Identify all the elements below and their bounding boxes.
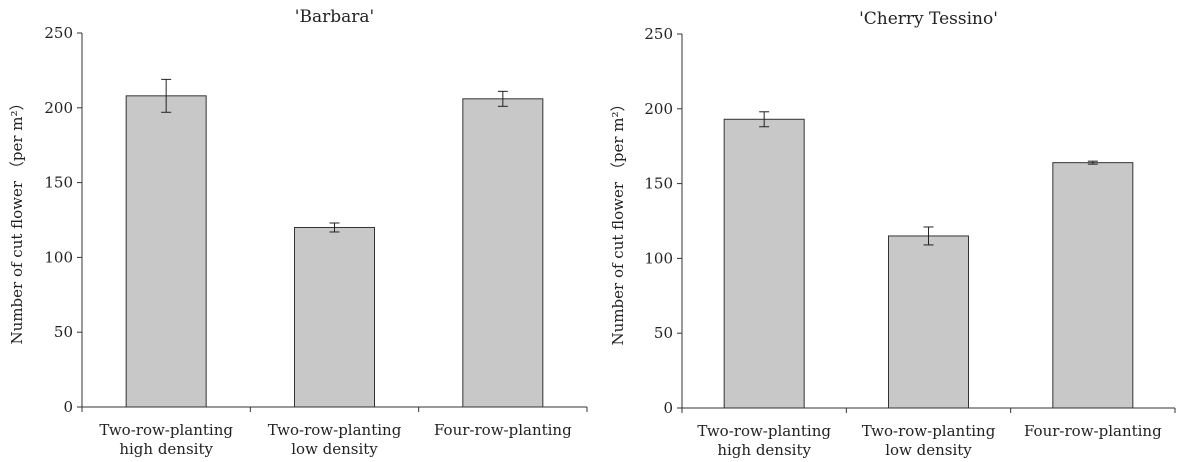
x-category-label: high density xyxy=(717,441,811,459)
x-category-label: high density xyxy=(119,440,213,458)
chart-panel-cherry-tessino: 'Cherry Tessino' Number of cut flower （pe… xyxy=(595,0,1189,462)
bar xyxy=(125,95,207,408)
y-axis-label: Number of cut flower （per m²） xyxy=(609,97,627,346)
bar-chart-cherry-tessino: 'Cherry Tessino' Number of cut flower （pe… xyxy=(609,9,1176,459)
y-tick-label: 0 xyxy=(63,398,73,416)
x-category-label: Four-row-planting xyxy=(1024,422,1162,440)
chart-title: 'Cherry Tessino' xyxy=(859,9,998,29)
x-category-label: low density xyxy=(291,440,378,458)
y-tick-label: 150 xyxy=(44,174,73,192)
chart-title: 'Barbara' xyxy=(295,7,374,27)
bar xyxy=(888,235,969,409)
x-category-label: Two-row-planting xyxy=(268,421,402,439)
y-tick-label: 100 xyxy=(644,249,673,267)
y-tick-label: 250 xyxy=(44,24,73,42)
bar xyxy=(294,226,375,408)
y-tick-label: 50 xyxy=(54,323,73,341)
x-category-label: Four-row-planting xyxy=(434,421,572,439)
y-tick-label: 100 xyxy=(44,248,73,266)
y-tick-label: 250 xyxy=(644,25,673,43)
chart-panel-barbara: 'Barbara' Number of cut flower （per m²） 0 5… xyxy=(8,7,588,458)
x-category-label: low density xyxy=(885,441,972,459)
x-category-label: Two-row-planting xyxy=(697,422,831,440)
y-tick-label: 200 xyxy=(44,99,73,117)
y-tick-label: 200 xyxy=(644,100,673,118)
x-category-label: Two-row-planting xyxy=(862,422,996,440)
x-category-label: Two-row-planting xyxy=(99,421,233,439)
y-tick-label: 50 xyxy=(654,324,673,342)
bar xyxy=(1052,162,1134,409)
bar xyxy=(723,118,805,409)
y-axis-label: Number of cut flower （per m²） xyxy=(8,96,26,345)
bar-chart-barbara: 'Barbara' Number of cut flower （per m²） 0 5… xyxy=(8,7,588,458)
y-tick-label: 0 xyxy=(663,399,673,417)
bar xyxy=(462,98,544,408)
y-tick-label: 150 xyxy=(644,175,673,193)
